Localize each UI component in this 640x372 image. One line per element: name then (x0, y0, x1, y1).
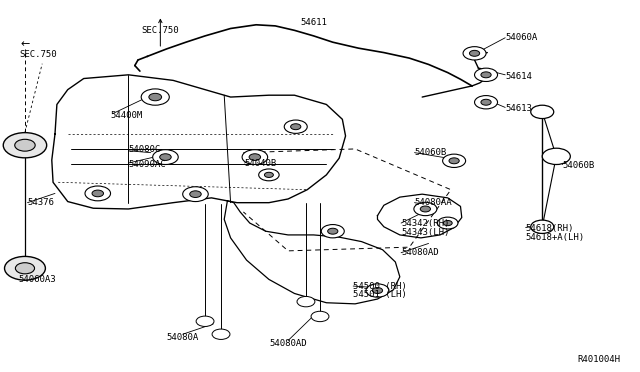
Text: SEC.750: SEC.750 (20, 50, 58, 59)
Circle shape (264, 172, 273, 177)
Circle shape (92, 190, 104, 197)
Circle shape (542, 148, 570, 164)
Text: 54060B: 54060B (563, 161, 595, 170)
Circle shape (160, 154, 172, 160)
Text: 54080C: 54080C (129, 145, 161, 154)
Text: 54376: 54376 (28, 198, 54, 207)
Circle shape (149, 93, 162, 101)
Circle shape (414, 202, 437, 216)
Circle shape (443, 154, 466, 167)
Circle shape (3, 133, 47, 158)
Circle shape (474, 68, 497, 81)
Text: 54080A: 54080A (166, 333, 199, 342)
Circle shape (15, 139, 35, 151)
Text: 54501 (LH): 54501 (LH) (353, 290, 407, 299)
Circle shape (284, 120, 307, 134)
Text: 54060A3: 54060A3 (19, 275, 56, 284)
Text: 54500 (RH): 54500 (RH) (353, 282, 407, 291)
Circle shape (372, 288, 383, 294)
Circle shape (481, 99, 491, 105)
Circle shape (15, 263, 35, 274)
Circle shape (85, 186, 111, 201)
Circle shape (189, 191, 201, 198)
Circle shape (328, 228, 338, 234)
Text: 54342(RH): 54342(RH) (401, 219, 449, 228)
Circle shape (196, 316, 214, 327)
Circle shape (531, 220, 554, 234)
Circle shape (321, 225, 344, 238)
Circle shape (420, 206, 431, 212)
Text: 54614: 54614 (505, 72, 532, 81)
Text: 54080AD: 54080AD (269, 339, 307, 348)
Text: 54611: 54611 (300, 19, 327, 28)
Circle shape (481, 72, 491, 78)
Circle shape (212, 329, 230, 339)
Text: 54080AA: 54080AA (415, 198, 452, 207)
Circle shape (444, 221, 452, 226)
Circle shape (249, 154, 260, 160)
Circle shape (297, 296, 315, 307)
Circle shape (438, 217, 458, 229)
Circle shape (449, 158, 460, 164)
Text: 54400M: 54400M (111, 111, 143, 120)
Circle shape (242, 150, 268, 164)
Circle shape (182, 187, 208, 202)
Text: ←: ← (20, 39, 29, 49)
Text: R401004H: R401004H (577, 355, 620, 364)
Circle shape (259, 169, 279, 181)
Circle shape (469, 50, 479, 56)
Circle shape (291, 124, 301, 130)
Text: SEC.750: SEC.750 (141, 26, 179, 35)
Circle shape (141, 89, 170, 105)
Circle shape (366, 284, 389, 297)
Circle shape (4, 256, 45, 280)
Text: 54040B: 54040B (244, 159, 277, 168)
Text: 54343(LH): 54343(LH) (401, 228, 449, 237)
Circle shape (311, 311, 329, 322)
Circle shape (463, 46, 486, 60)
Text: 54080AD: 54080AD (401, 248, 439, 257)
Text: 54618+A(LH): 54618+A(LH) (525, 233, 585, 243)
Text: 54060B: 54060B (415, 148, 447, 157)
Circle shape (531, 105, 554, 119)
Text: 54060A: 54060A (505, 33, 538, 42)
Text: 54613: 54613 (505, 104, 532, 113)
Text: 54090AC: 54090AC (129, 160, 166, 169)
Text: 54618(RH): 54618(RH) (525, 224, 574, 233)
Circle shape (474, 96, 497, 109)
Circle shape (153, 150, 178, 164)
